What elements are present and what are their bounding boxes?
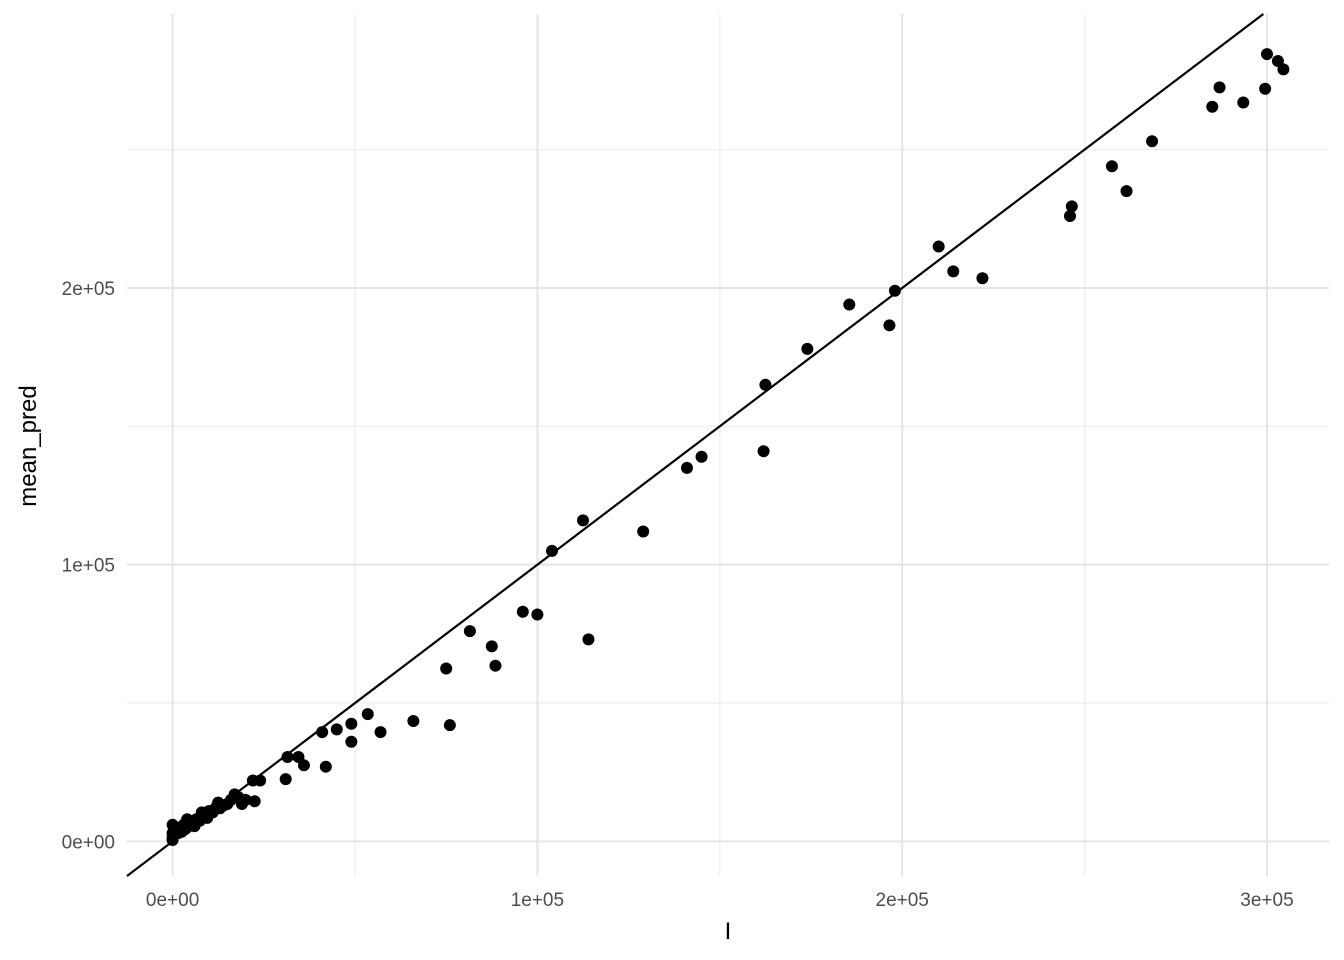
data-point: [254, 774, 267, 787]
data-point: [316, 726, 329, 739]
data-point: [582, 633, 595, 646]
data-point: [1146, 135, 1159, 148]
data-point: [1065, 200, 1078, 213]
data-point: [374, 726, 387, 739]
data-point: [345, 717, 358, 730]
data-point: [1120, 185, 1133, 198]
data-point: [1259, 82, 1272, 95]
data-point: [407, 715, 420, 728]
reference-line-layer: [126, 13, 1265, 877]
data-point: [1206, 100, 1219, 113]
data-point: [443, 719, 456, 732]
data-point: [932, 240, 945, 253]
x-tick-label: 2e+05: [876, 890, 929, 911]
data-point: [279, 773, 292, 786]
data-point: [281, 751, 294, 764]
data-point: [531, 608, 544, 621]
data-point: [947, 265, 960, 278]
data-point: [976, 272, 989, 285]
data-point: [888, 284, 901, 297]
data-point: [883, 319, 896, 332]
data-point: [757, 445, 770, 458]
data-point: [545, 544, 558, 557]
minor-gridlines: [127, 14, 1329, 876]
y-axis-title: mean_pred: [15, 385, 42, 506]
data-point: [680, 461, 693, 474]
data-point: [239, 793, 252, 806]
x-tick-label: 1e+05: [511, 890, 564, 911]
data-point: [489, 659, 502, 672]
y-tick-label: 1e+05: [62, 556, 115, 577]
data-point: [319, 760, 332, 773]
data-point: [759, 378, 772, 391]
x-tick-label: 3e+05: [1240, 890, 1293, 911]
data-point: [463, 625, 476, 638]
identity-reference-line: [126, 13, 1265, 877]
data-point: [576, 514, 589, 527]
data-point: [801, 342, 814, 355]
data-points: [166, 48, 1290, 847]
y-axis-tick-labels: 0e+00 1e+05 2e+05: [62, 279, 115, 853]
y-tick-label: 2e+05: [62, 279, 115, 300]
x-axis-title: I: [725, 918, 732, 945]
x-tick-label: 0e+00: [146, 890, 199, 911]
major-gridlines: [127, 14, 1329, 876]
data-point: [485, 640, 498, 653]
data-point: [516, 605, 529, 618]
data-point: [1063, 210, 1076, 223]
data-point: [843, 298, 856, 311]
x-axis-tick-labels: 0e+00 1e+05 2e+05 3e+05: [146, 890, 1294, 911]
data-point: [440, 662, 453, 675]
y-tick-label: 0e+00: [62, 832, 115, 853]
data-point: [297, 759, 310, 772]
data-point: [361, 708, 374, 721]
data-point: [345, 735, 358, 748]
data-point: [1213, 81, 1226, 94]
data-point: [330, 723, 343, 736]
data-point: [695, 450, 708, 463]
data-point: [1260, 48, 1273, 61]
data-point: [1237, 96, 1250, 109]
data-point: [637, 525, 650, 538]
data-point: [1105, 160, 1118, 173]
data-point: [1277, 63, 1290, 76]
data-point: [248, 795, 261, 808]
